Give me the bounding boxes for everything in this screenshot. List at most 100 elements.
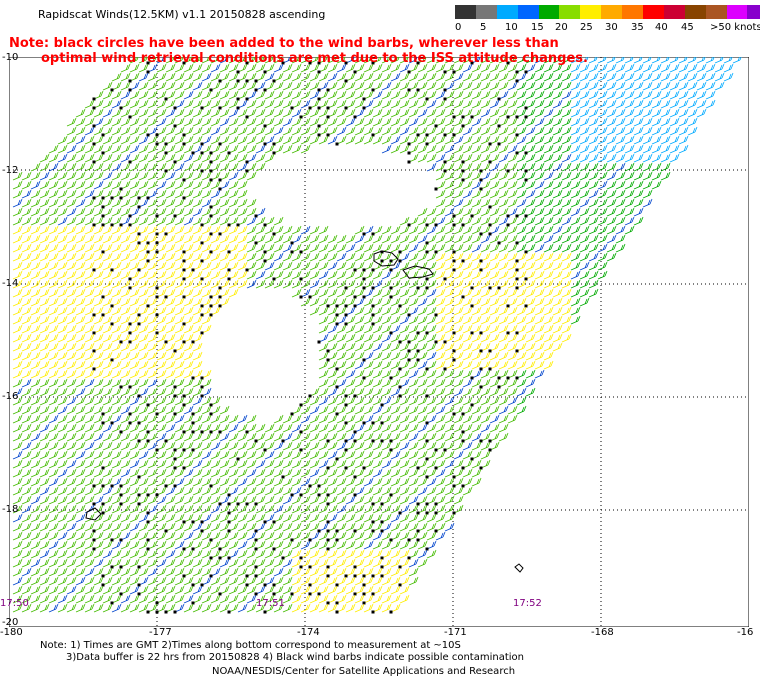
wind-barb <box>651 81 662 91</box>
contamination-marker <box>452 70 456 74</box>
wind-barb <box>462 72 473 82</box>
contamination-marker <box>425 97 429 101</box>
wind-barb <box>444 117 455 127</box>
wind-barb <box>633 117 644 127</box>
wind-barb <box>237 153 248 163</box>
wind-barb <box>84 117 95 127</box>
wind-barb <box>561 63 572 73</box>
wind-barbs <box>12 57 742 614</box>
contamination-marker <box>128 79 132 83</box>
wind-barb <box>408 117 419 127</box>
wind-barb <box>453 162 464 172</box>
contamination-marker <box>128 160 132 164</box>
wind-barb <box>147 90 158 100</box>
wind-barb <box>435 153 446 163</box>
contamination-marker <box>488 142 492 146</box>
wind-barb <box>624 126 635 136</box>
wind-barb <box>678 81 689 91</box>
wind-barb <box>669 108 680 118</box>
wind-barb <box>489 144 500 154</box>
wind-barb <box>84 162 95 172</box>
wind-barb <box>219 126 230 136</box>
wind-barb <box>381 126 392 136</box>
wind-barb <box>507 81 518 91</box>
contamination-marker <box>209 160 213 164</box>
wind-barb <box>534 171 545 181</box>
wind-barb <box>327 90 338 100</box>
wind-barb <box>111 162 122 172</box>
wind-barb <box>309 63 320 73</box>
contamination-marker <box>389 610 393 614</box>
wind-barb <box>696 99 707 109</box>
wind-barb <box>624 171 635 181</box>
wind-barb <box>588 171 599 181</box>
longitude-label: -171 <box>444 627 467 638</box>
wind-barb <box>156 63 167 73</box>
time-label: 17:50 <box>0 598 29 609</box>
legend-swatch <box>601 5 623 19</box>
wind-barb <box>399 144 410 154</box>
wind-barb <box>660 135 671 145</box>
wind-barb <box>615 144 626 154</box>
contamination-marker <box>344 79 348 83</box>
time-label: 17:52 <box>513 598 542 609</box>
contamination-marker <box>218 142 222 146</box>
wind-barb <box>633 72 644 82</box>
wind-barb <box>183 144 194 154</box>
wind-barb <box>462 57 472 64</box>
contamination-marker <box>461 178 465 182</box>
legend-swatch <box>559 5 581 19</box>
wind-barb <box>183 90 194 100</box>
wind-barb <box>75 108 86 118</box>
contamination-marker <box>326 88 330 92</box>
wind-barb <box>651 57 661 64</box>
wind-barb <box>579 117 590 127</box>
wind-barb <box>237 117 248 127</box>
wind-barb <box>435 171 446 181</box>
wind-barb <box>615 117 626 127</box>
wind-barb <box>120 162 131 172</box>
wind-barb <box>129 126 140 136</box>
wind-barb <box>579 99 590 109</box>
legend-swatch <box>580 5 602 19</box>
wind-barb <box>570 162 581 172</box>
contamination-marker <box>470 61 474 65</box>
wind-barb <box>147 72 158 82</box>
contamination-marker <box>164 610 168 614</box>
wind-barb <box>336 81 347 91</box>
wind-barb <box>381 63 392 73</box>
wind-barb <box>21 180 32 190</box>
wind-barb <box>426 117 437 127</box>
contamination-marker <box>443 133 447 137</box>
wind-barb <box>291 63 302 73</box>
contamination-marker <box>515 151 519 155</box>
wind-barb <box>444 108 455 118</box>
contamination-marker <box>506 115 510 119</box>
contamination-marker <box>515 133 519 137</box>
wind-barb <box>480 126 491 136</box>
wind-barb <box>345 90 356 100</box>
wind-barb <box>453 117 464 127</box>
wind-barb <box>534 126 545 136</box>
wind-barb <box>192 162 203 172</box>
wind-barb <box>570 63 581 73</box>
latitude-label: -16 <box>2 391 19 402</box>
wind-barb <box>615 63 626 73</box>
wind-barb <box>138 99 149 109</box>
wind-barb <box>651 135 662 145</box>
wind-barb <box>210 63 221 73</box>
wind-barb <box>597 108 608 118</box>
wind-barb <box>165 99 176 109</box>
wind-barb <box>291 144 302 154</box>
wind-barb <box>498 171 509 181</box>
wind-barb <box>462 81 473 91</box>
wind-barb <box>381 81 392 91</box>
wind-barb <box>156 108 167 118</box>
contamination-marker <box>317 106 321 110</box>
wind-barb <box>219 57 229 64</box>
wind-barb <box>606 63 617 73</box>
wind-barb <box>129 162 140 172</box>
wind-barb <box>417 72 428 82</box>
wind-barb <box>534 57 544 64</box>
wind-barb <box>138 180 149 190</box>
